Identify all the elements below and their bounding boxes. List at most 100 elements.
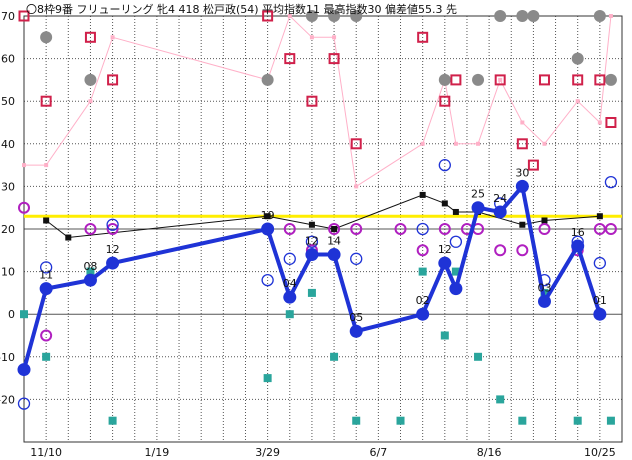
main-data-label: 25 <box>471 188 485 201</box>
gray-point <box>472 73 485 86</box>
plot-frame <box>23 15 623 443</box>
main-data-label: 05 <box>349 311 363 324</box>
red-point <box>306 95 318 107</box>
purple-point <box>18 201 30 214</box>
gray-point <box>527 10 540 22</box>
pink-point <box>542 141 547 146</box>
main-point <box>83 273 97 287</box>
y-tick-label: 10 <box>1 266 15 279</box>
main-data-label: 02 <box>416 294 430 307</box>
teal-point <box>606 416 615 425</box>
black-line <box>45 194 600 239</box>
teal-point <box>451 267 460 276</box>
gray-point <box>305 10 318 22</box>
y-tick-label: 60 <box>1 53 15 66</box>
black-point <box>43 217 50 224</box>
red-markers <box>18 10 617 171</box>
main-data-label: 24 <box>493 192 507 205</box>
x-tick-label: 6/7 <box>370 446 388 459</box>
teal-point <box>330 352 339 361</box>
gray-point <box>593 10 606 22</box>
red-point <box>605 117 617 128</box>
main-point <box>305 248 319 262</box>
main-point <box>283 290 297 304</box>
main-series: 11 08 12 19 04 12 14 05 02 12 25 24 30 03 16 01 <box>17 166 607 377</box>
x-tick-label: 11/10 <box>30 446 62 459</box>
purple-point <box>350 223 363 235</box>
pink-point <box>309 35 314 40</box>
purple-markers <box>18 201 617 342</box>
y-tick-label: 30 <box>1 180 15 193</box>
y-tick-label: 20 <box>1 223 15 236</box>
red-point <box>262 10 274 22</box>
main-point <box>438 256 452 270</box>
pink-point <box>22 163 26 168</box>
purple-point <box>328 223 341 235</box>
purple-point <box>283 223 296 235</box>
main-point <box>471 201 485 215</box>
blue-open-point <box>17 397 31 410</box>
gray-markers <box>40 10 617 86</box>
main-point <box>349 324 363 338</box>
x-ticks: 11/10 1/19 3/29 6/7 8/16 10/25 <box>30 446 615 459</box>
gray-point <box>438 73 451 86</box>
pink-point <box>110 35 115 40</box>
purple-point <box>416 244 429 257</box>
pink-point <box>287 14 292 18</box>
blue-open-point <box>593 256 607 270</box>
teal-point <box>307 288 316 297</box>
gray-point <box>516 10 529 22</box>
gray-point <box>350 10 363 22</box>
y-tick-label: 40 <box>1 138 15 151</box>
main-data-label: 12 <box>438 243 452 256</box>
red-point <box>538 74 550 86</box>
main-data-label: 12 <box>106 243 120 256</box>
blue-open-point <box>449 235 463 248</box>
main-point <box>449 282 463 296</box>
main-data-label: 11 <box>39 269 53 282</box>
main-point <box>571 239 585 253</box>
gray-point <box>84 73 97 86</box>
purple-point <box>494 244 507 257</box>
red-point <box>572 74 584 86</box>
pink-point <box>420 141 425 146</box>
pink-point <box>354 184 359 189</box>
purple-point <box>394 223 407 235</box>
main-data-label: 14 <box>327 235 341 248</box>
main-data-label: 12 <box>305 235 319 248</box>
main-point <box>537 294 551 308</box>
red-point <box>84 31 96 43</box>
blue-open-markers <box>17 158 618 410</box>
teal-point <box>352 416 361 425</box>
y-tick-label: 70 <box>1 10 15 23</box>
pink-point <box>498 77 503 82</box>
main-point <box>416 307 430 321</box>
teal-point <box>285 310 294 319</box>
main-point <box>106 256 120 270</box>
teal-point <box>20 310 28 319</box>
blue-open-point <box>261 273 274 287</box>
black-point <box>264 213 271 220</box>
teal-markers <box>20 267 615 425</box>
purple-point <box>84 223 97 235</box>
main-data-label: 03 <box>537 281 551 294</box>
red-point <box>40 95 52 107</box>
purple-point <box>438 223 451 235</box>
main-point <box>261 222 275 236</box>
red-point <box>494 74 506 86</box>
teal-point <box>108 416 117 425</box>
purple-point <box>538 223 551 235</box>
main-point <box>17 363 31 377</box>
purple-point <box>106 223 119 235</box>
pink-point <box>608 14 613 18</box>
blue-open-point <box>604 175 618 189</box>
teal-point <box>496 395 505 404</box>
pink-point <box>44 163 49 168</box>
red-point <box>107 74 119 86</box>
teal-point <box>263 374 272 383</box>
purple-point <box>516 244 529 257</box>
pink-point <box>88 99 93 104</box>
y-tick-label: 50 <box>1 95 15 108</box>
teal-point <box>573 416 582 425</box>
pink-series <box>22 14 613 189</box>
